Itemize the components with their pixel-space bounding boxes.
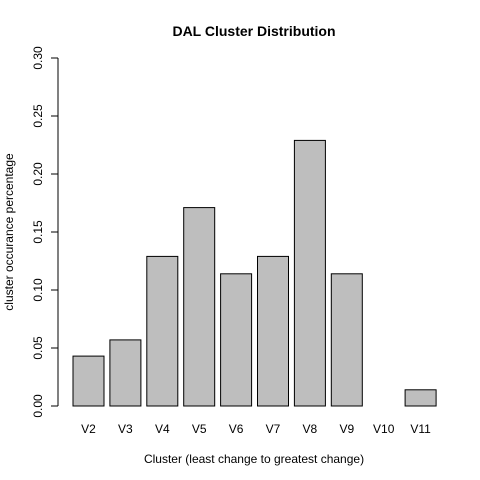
y-tick-label: 0.10	[31, 278, 45, 302]
x-tick-label-v4: V4	[155, 422, 170, 436]
x-tick-label-v8: V8	[303, 422, 318, 436]
y-axis-label: cluster occurance percentage	[2, 153, 16, 311]
bar-v6	[220, 273, 253, 407]
y-tick-label: 0.25	[31, 104, 45, 128]
bars	[72, 139, 437, 407]
x-tick-label-v2: V2	[81, 422, 96, 436]
x-tick-label-v6: V6	[229, 422, 244, 436]
x-tick-label-v7: V7	[266, 422, 281, 436]
x-tick-label-v5: V5	[192, 422, 207, 436]
chart-title: DAL Cluster Distribution	[172, 23, 335, 39]
x-tick-label-v10: V10	[373, 422, 395, 436]
y-tick-label: 0.30	[31, 46, 45, 70]
y-tick-label: 0.20	[31, 162, 45, 186]
y-tick-label: 0.05	[31, 336, 45, 360]
y-tick-label: 0.00	[31, 394, 45, 418]
bar-v8	[293, 139, 326, 407]
bar-v7	[257, 255, 289, 407]
x-axis-tick-labels: V2 V3 V4 V5 V6 V7 V8 V9 V10 V11	[81, 422, 431, 436]
bar-v5	[183, 207, 216, 407]
bar-v11	[404, 389, 437, 407]
x-tick-label-v9: V9	[339, 422, 354, 436]
bar-v3	[109, 339, 142, 407]
bar-v9	[330, 273, 363, 407]
x-tick-label-v3: V3	[118, 422, 133, 436]
y-tick-label: 0.15	[31, 220, 45, 244]
y-axis-ticks: 0.00 0.05 0.10 0.15 0.20 0.25 0.30	[31, 46, 58, 418]
x-tick-label-v11: V11	[410, 422, 431, 436]
x-axis-label: Cluster (least change to greatest change…	[144, 452, 364, 466]
bar-v4	[146, 255, 179, 407]
bar-v2	[72, 355, 105, 407]
